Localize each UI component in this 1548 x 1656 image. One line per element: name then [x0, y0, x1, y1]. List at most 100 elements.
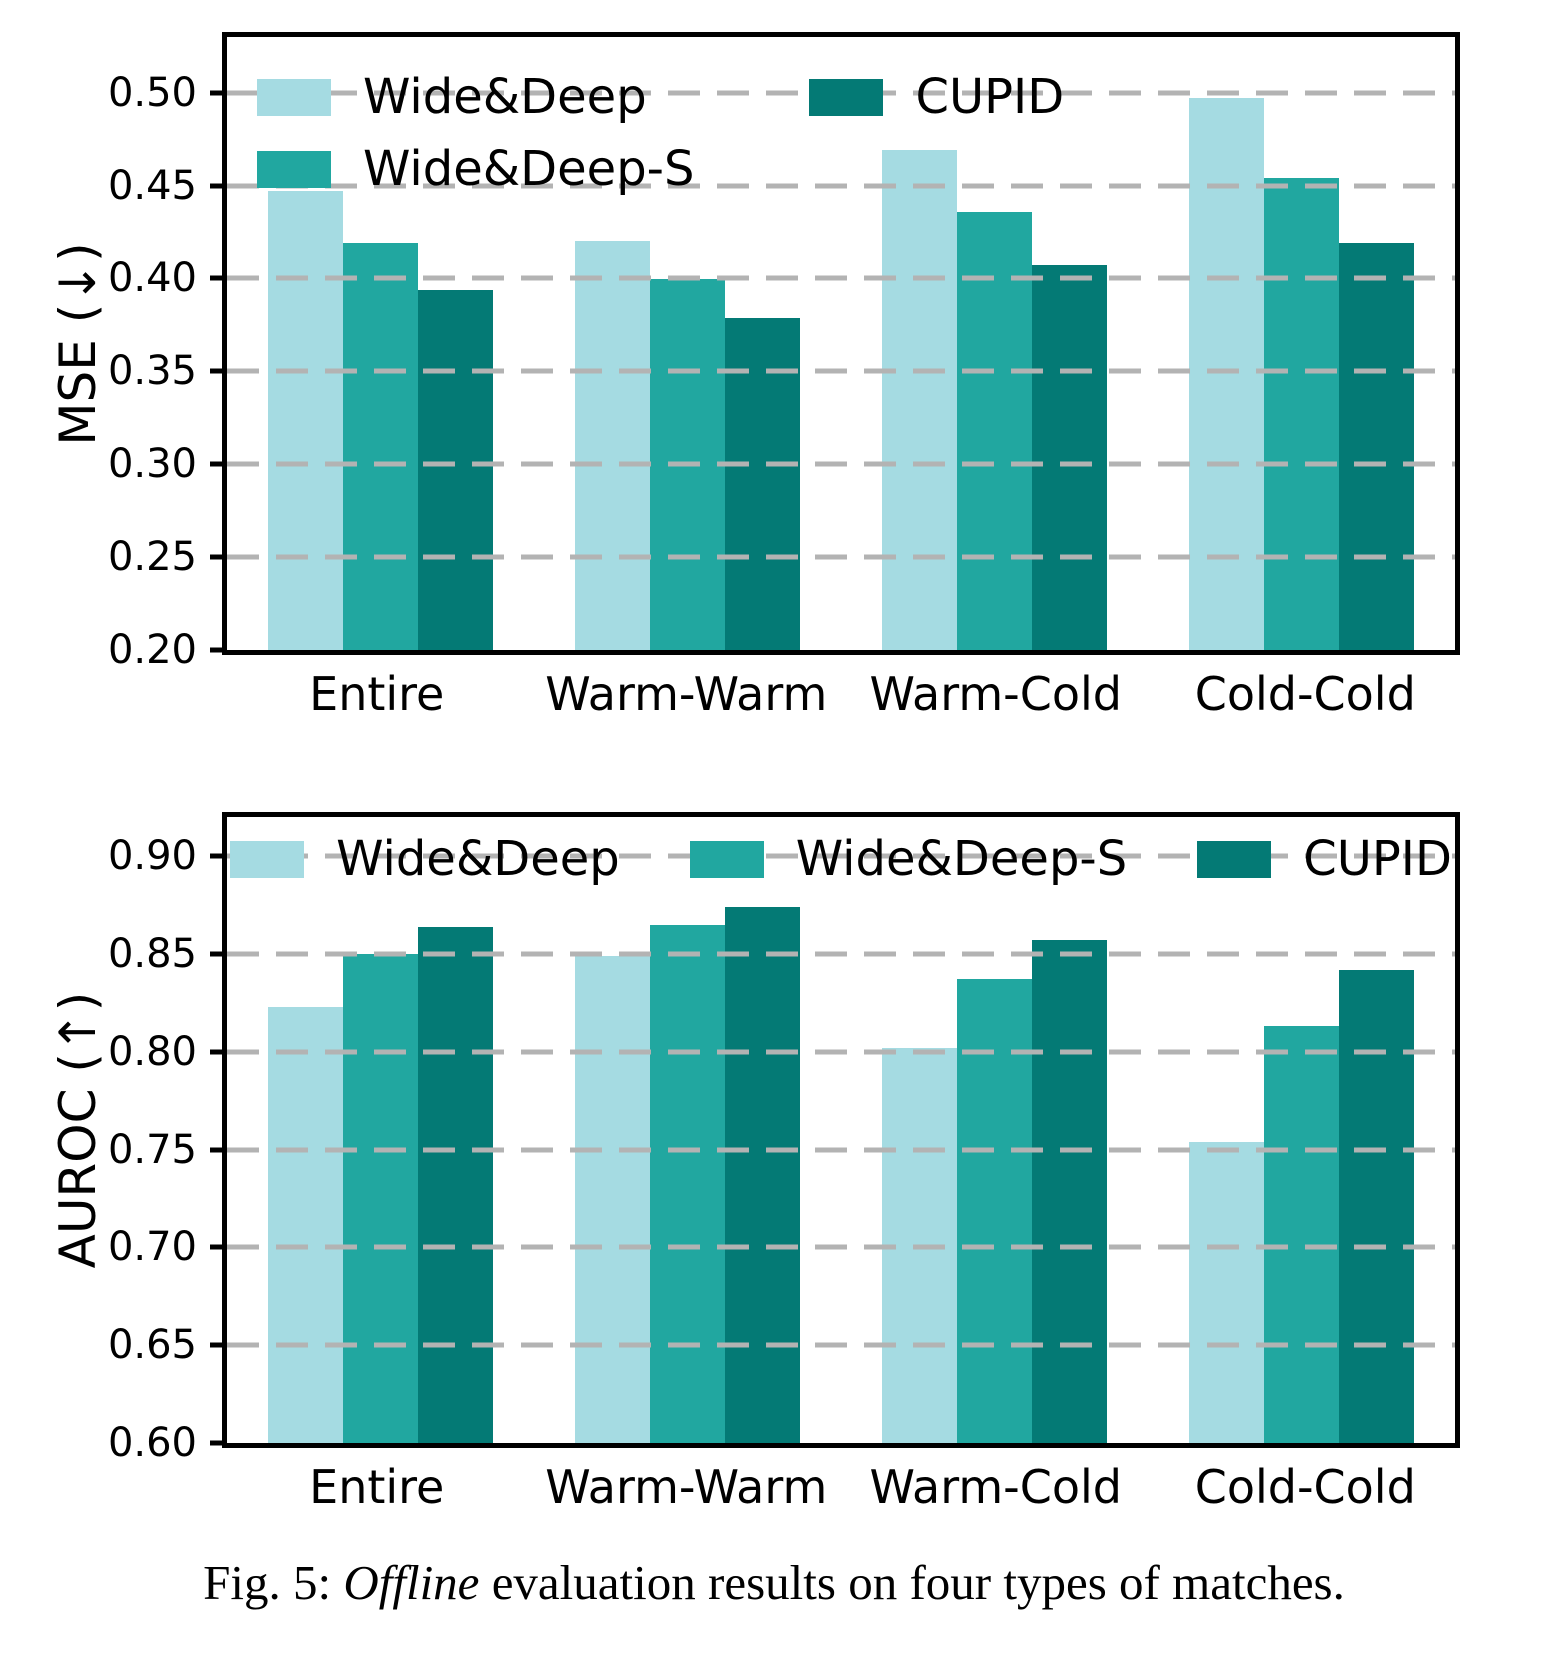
gridlines — [227, 817, 1455, 1443]
legend-item-wide-deep: Wide&Deep — [230, 835, 620, 883]
y-tick-label: 0.70 — [107, 1224, 197, 1271]
mse-chart: MSE (↓) 0.20 0.25 0.30 0.35 0.40 0.45 0.50 Wid… — [0, 0, 1548, 760]
legend-swatch — [230, 840, 305, 878]
y-tick-label: 0.25 — [107, 534, 197, 581]
bar-cupid-warm-cold — [1032, 265, 1107, 650]
legend-item-cupid: CUPID — [809, 73, 1064, 121]
x-tick-label: Entire — [309, 1460, 445, 1514]
plot-area: 0.60 0.65 0.70 0.75 0.80 0.85 0.90 Wide&Deep Wi… — [108, 812, 1460, 1463]
legend: Wide&Deep Wide&Deep-S CUPID — [257, 73, 1064, 193]
y-tick-mark — [210, 90, 222, 96]
bar-group-cold-cold — [1148, 817, 1455, 1443]
y-axis-label: MSE (↓) — [49, 242, 107, 446]
legend: Wide&Deep Wide&Deep-S CUPID — [227, 835, 1455, 883]
bar-cupid-warm-warm — [725, 907, 800, 1443]
gridline — [227, 853, 1455, 859]
bar-cupid-cold-cold — [1339, 969, 1414, 1443]
legend-item-wide-deep: Wide&Deep — [257, 73, 694, 121]
plot-area: 0.20 0.25 0.30 0.35 0.40 0.45 0.50 Wide&Deep Wi… — [108, 32, 1460, 670]
x-tick-label: Cold-Cold — [1194, 667, 1416, 721]
y-tick-label: 0.65 — [107, 1322, 197, 1369]
x-tick-label: Cold-Cold — [1194, 1460, 1416, 1514]
y-tick-label: 0.80 — [107, 1028, 197, 1075]
gridline — [227, 461, 1455, 467]
bar-wide-deep-warm-warm — [575, 241, 650, 650]
y-tick-mark — [210, 1244, 222, 1250]
legend-label: Wide&Deep — [363, 69, 647, 125]
legend-label: Wide&Deep-S — [795, 831, 1128, 887]
y-tick-label: 0.75 — [107, 1126, 197, 1173]
y-tick-label: 0.35 — [107, 348, 197, 395]
caption-rest: evaluation results on four types of matc… — [479, 1555, 1345, 1610]
y-tick-mark — [210, 1342, 222, 1348]
bar-wide-deep-cold-cold — [1189, 1141, 1264, 1443]
legend-label: Wide&Deep-S — [363, 141, 695, 197]
y-tick-mark — [210, 1440, 222, 1446]
gridline — [227, 1342, 1455, 1348]
caption-italic: Offline — [343, 1555, 480, 1610]
bar-wide-deep-s-cold-cold — [1264, 178, 1339, 650]
legend-label: CUPID — [1303, 831, 1452, 887]
gridline — [227, 951, 1455, 957]
bar-wide-deep-s-entire — [343, 243, 418, 650]
bar-wide-deep-warm-cold — [882, 150, 957, 650]
y-tick-mark — [210, 951, 222, 957]
bar-wide-deep-cold-cold — [1189, 98, 1264, 650]
bar-wide-deep-s-warm-cold — [957, 211, 1032, 650]
bar-cupid-warm-cold — [1032, 940, 1107, 1443]
y-tick-mark — [210, 368, 222, 374]
y-tick-label: 0.60 — [107, 1420, 197, 1466]
bar-wide-deep-s-warm-cold — [957, 979, 1032, 1443]
bar-group-warm-cold — [841, 37, 1148, 650]
gridline — [227, 1049, 1455, 1055]
bar-wide-deep-s-cold-cold — [1264, 1026, 1339, 1443]
y-tick-mark — [210, 275, 222, 281]
y-tick-mark — [210, 853, 222, 859]
x-tick-label: Warm-Cold — [869, 667, 1122, 721]
gridline — [227, 1244, 1455, 1250]
legend-swatch — [257, 78, 331, 116]
y-axis-label: AUROC (↑) — [49, 991, 107, 1269]
x-tick-label: Warm-Warm — [545, 667, 828, 721]
y-tick-label: 0.90 — [107, 833, 197, 880]
y-axis-ticks: 0.60 0.65 0.70 0.75 0.80 0.85 0.90 — [108, 817, 1455, 1463]
y-tick-mark — [210, 1147, 222, 1153]
x-tick-label: Warm-Cold — [869, 1460, 1122, 1514]
y-tick-mark — [210, 1049, 222, 1055]
legend-item-wide-deep-s: Wide&Deep-S — [689, 831, 1128, 887]
x-tick-label: Entire — [309, 667, 445, 721]
bar-wide-deep-s-entire — [343, 953, 418, 1443]
bar-wide-deep-entire — [268, 1006, 343, 1443]
bar-wide-deep-entire — [268, 191, 343, 650]
bar-group-entire — [227, 817, 534, 1443]
bar-group-warm-cold — [841, 817, 1148, 1443]
bar-cupid-warm-warm — [725, 317, 800, 650]
bar-groups — [227, 817, 1455, 1443]
gridline — [227, 275, 1455, 281]
y-tick-mark — [210, 461, 222, 467]
y-tick-mark — [210, 183, 222, 189]
y-axis-ticks: 0.20 0.25 0.30 0.35 0.40 0.45 0.50 — [108, 37, 1455, 670]
caption-prefix: Fig. 5: — [203, 1555, 344, 1610]
legend-swatch — [809, 78, 884, 116]
y-tick-mark — [210, 647, 222, 653]
x-axis-labels: Entire Warm-Warm Warm-Cold Cold-Cold — [222, 668, 1460, 721]
y-tick-label: 0.50 — [107, 69, 197, 116]
legend-swatch — [1197, 840, 1272, 878]
bar-group-warm-warm — [534, 817, 841, 1443]
legend-item-wide-deep-s: Wide&Deep-S — [257, 145, 694, 193]
y-tick-label: 0.85 — [107, 930, 197, 977]
y-tick-mark — [210, 554, 222, 560]
gridline — [227, 368, 1455, 374]
y-tick-label: 0.30 — [107, 441, 197, 488]
legend-label: Wide&Deep — [336, 831, 620, 887]
x-axis-labels: Entire Warm-Warm Warm-Cold Cold-Cold — [222, 1461, 1460, 1514]
bar-cupid-cold-cold — [1339, 243, 1414, 650]
gridline — [227, 554, 1455, 560]
y-tick-label: 0.40 — [107, 255, 197, 302]
y-tick-label: 0.45 — [107, 162, 197, 209]
legend-swatch — [689, 840, 764, 878]
legend-swatch — [257, 150, 331, 188]
gridline — [227, 183, 1455, 189]
bar-wide-deep-warm-warm — [575, 955, 650, 1443]
